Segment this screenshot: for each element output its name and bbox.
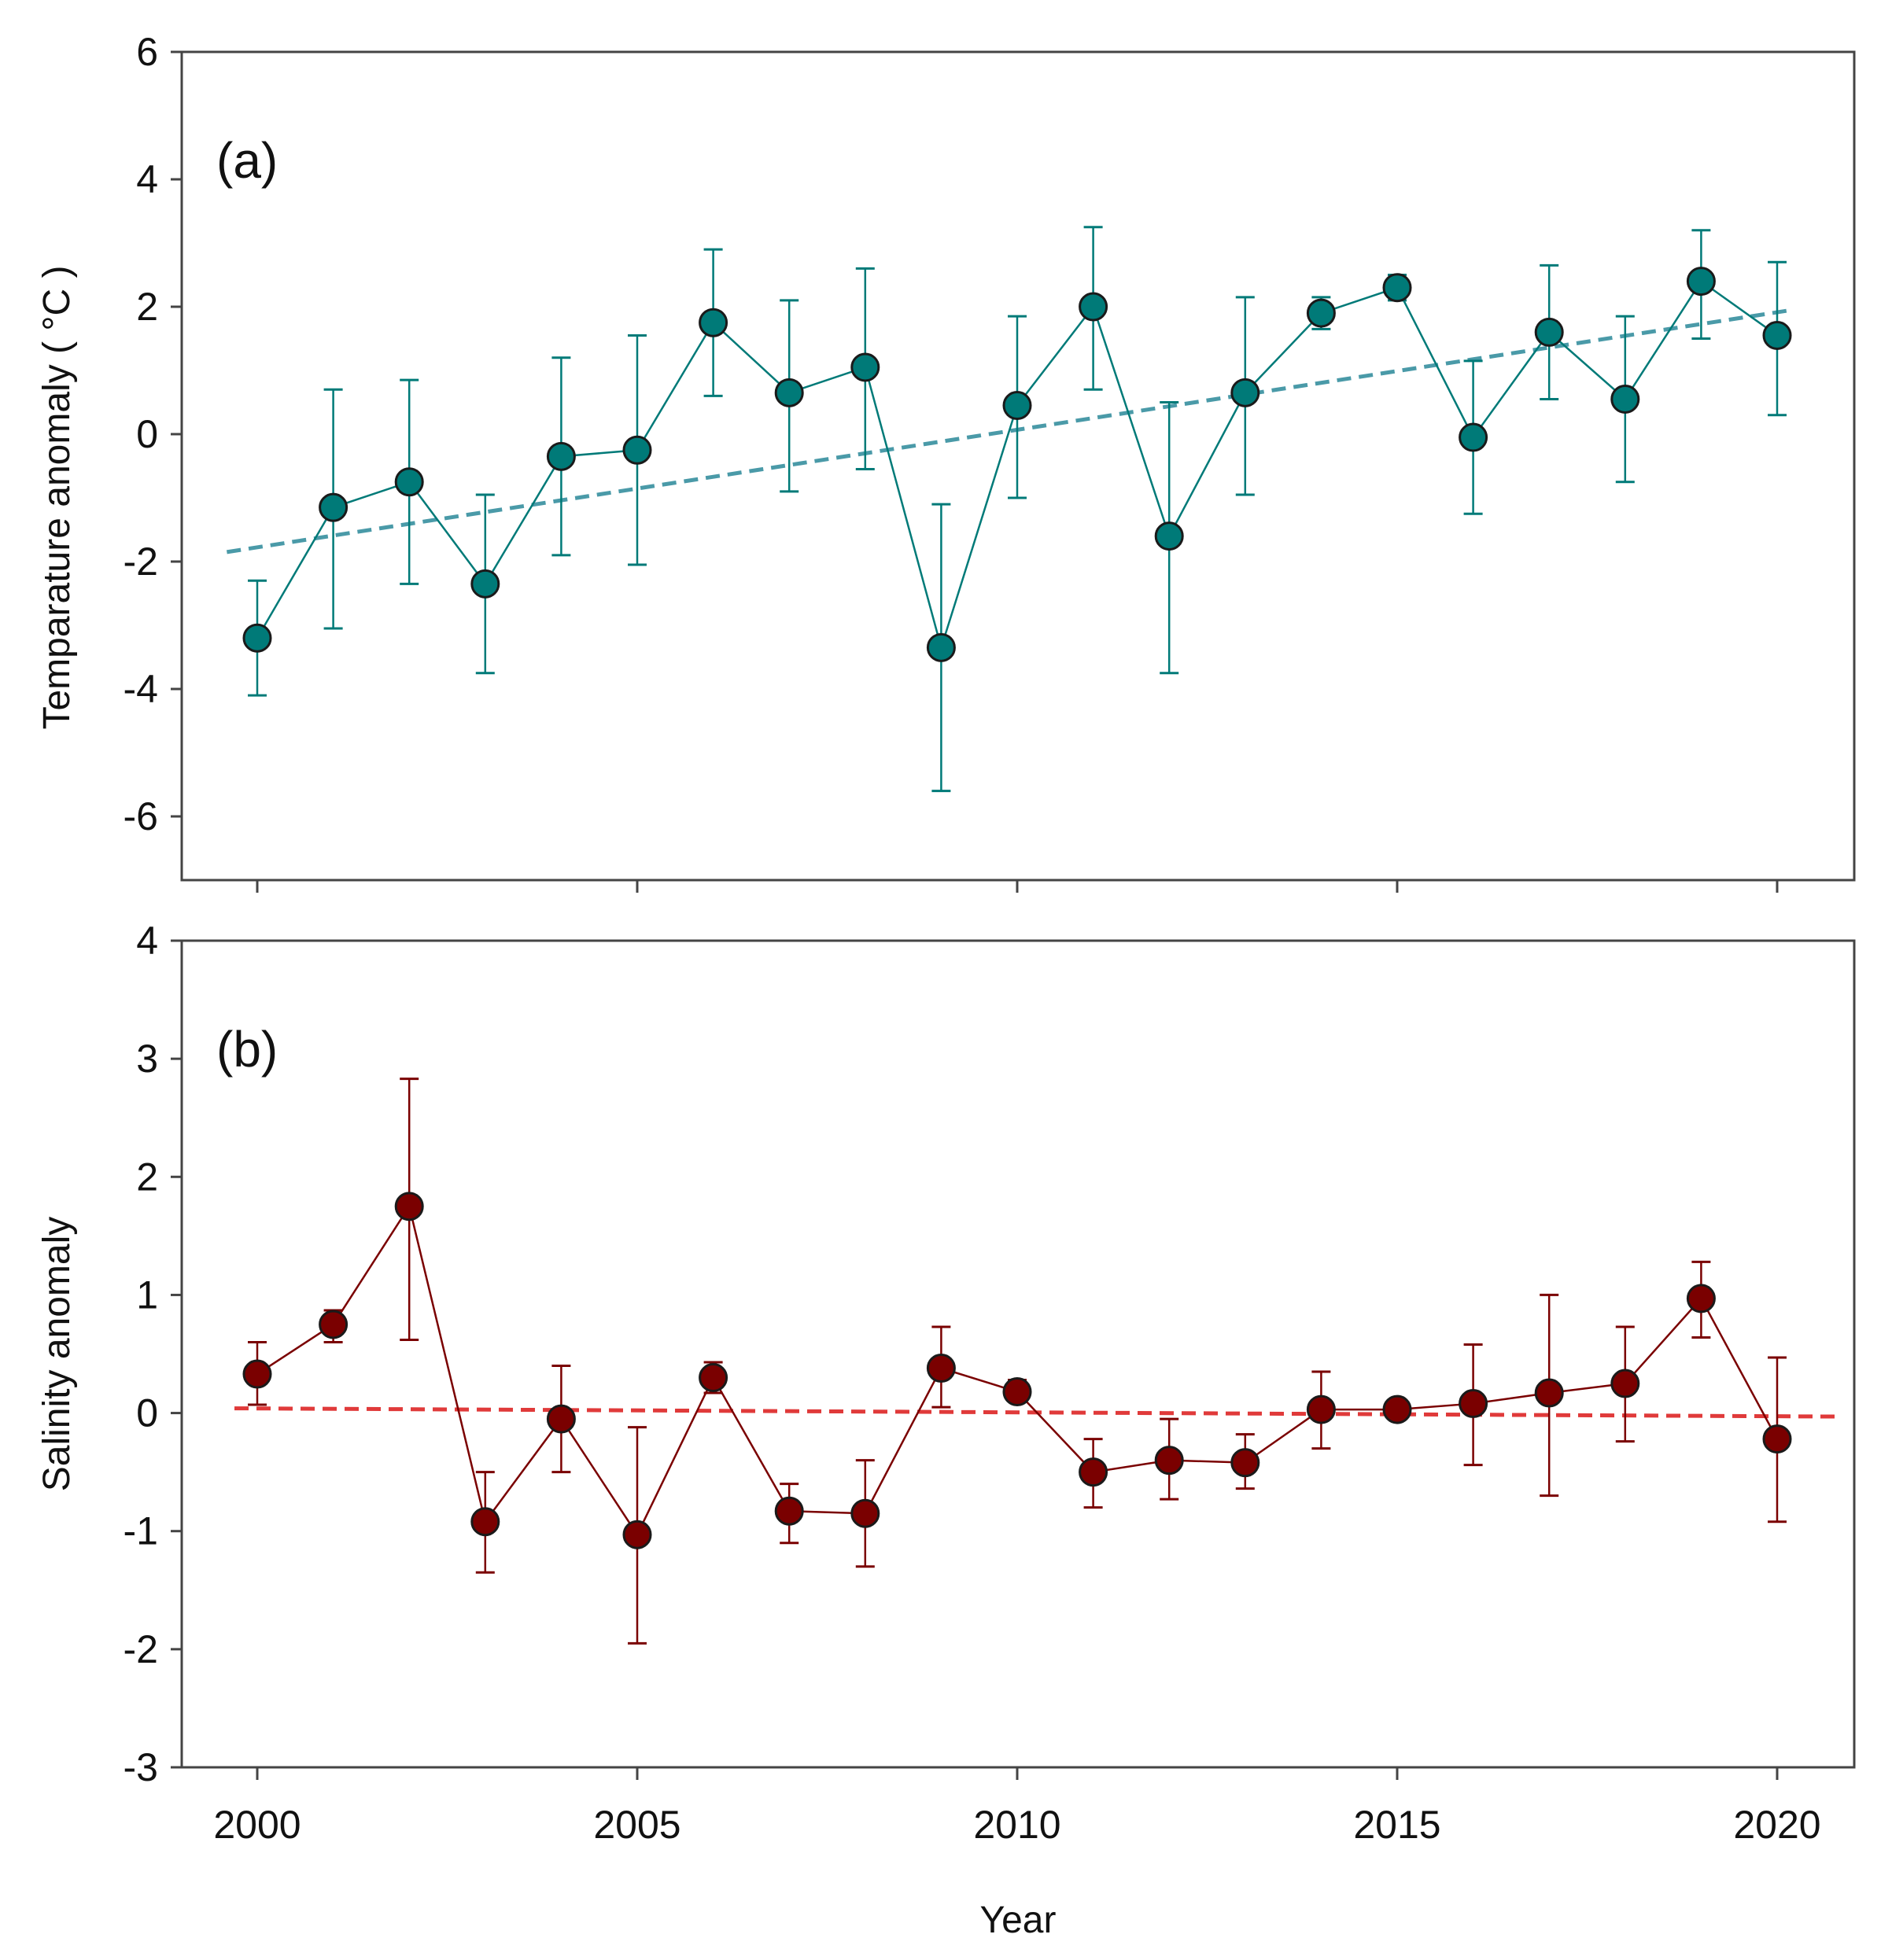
y-tick-label: -4 (124, 667, 158, 711)
x-tick-label: 2005 (593, 1803, 680, 1847)
data-point (1610, 1369, 1640, 1398)
data-point (242, 1359, 272, 1389)
data-point (546, 441, 576, 471)
data-point (1230, 378, 1260, 407)
panel-a: -6 -4 -2 0 2 4 6 Temparature anomaly ( °C ) (a) (36, 30, 1856, 893)
data-point (1154, 1446, 1184, 1476)
data-point (242, 623, 272, 653)
data-point (1686, 267, 1716, 297)
data-point (1230, 1448, 1260, 1478)
x-axis-label: Year (980, 1899, 1057, 1941)
data-point (470, 1507, 500, 1537)
data-point (1534, 317, 1564, 347)
data-point (1002, 1377, 1032, 1407)
data-point (319, 1310, 349, 1339)
y-tick-label: -6 (124, 794, 158, 838)
plot-frame (180, 939, 1856, 1769)
data-point (850, 1498, 880, 1528)
data-point (1762, 1424, 1792, 1454)
data-point (774, 378, 804, 407)
data-point (926, 1354, 956, 1383)
y-tick-label: 1 (136, 1273, 158, 1317)
data-point (774, 1496, 804, 1526)
y-tick-label: -2 (124, 1627, 158, 1671)
y-tick-label: 2 (136, 285, 158, 329)
y-tick-label: 0 (136, 1391, 158, 1435)
data-point (622, 1520, 652, 1549)
y-axis-label: Temparature anomaly ( °C ) (36, 265, 78, 729)
y-tick-label: 3 (136, 1037, 158, 1081)
x-tick-label: 2000 (213, 1803, 301, 1847)
data-point (1382, 273, 1412, 303)
y-tick-label: 2 (136, 1155, 158, 1199)
data-point (1610, 384, 1640, 414)
data-point (1459, 1389, 1488, 1419)
y-tick-label: 4 (136, 919, 158, 963)
x-tick-label: 2020 (1733, 1803, 1820, 1847)
data-point (546, 1404, 576, 1434)
data-point (850, 352, 880, 382)
data-point (1154, 521, 1184, 551)
data-point (622, 435, 652, 465)
data-point (1686, 1284, 1716, 1313)
data-point (470, 569, 500, 599)
data-point (1079, 292, 1108, 322)
panel-label: (b) (216, 1021, 278, 1078)
y-tick-label: -2 (124, 540, 158, 584)
x-tick-label: 2010 (973, 1803, 1060, 1847)
data-point (1534, 1378, 1564, 1408)
data-point (699, 308, 728, 337)
data-point (1079, 1457, 1108, 1487)
y-tick-label: -1 (124, 1509, 158, 1553)
data-point (394, 1192, 424, 1221)
data-point (1382, 1394, 1412, 1424)
panel-label: (a) (216, 132, 278, 189)
data-point (1459, 422, 1488, 452)
data-point (1002, 391, 1032, 421)
data-point (394, 467, 424, 497)
data-point (926, 632, 956, 662)
data-point (1306, 1394, 1336, 1424)
panel-b: -3 -2 -1 0 1 2 3 4 2000 2005 2010 2015 2020 Salinity … (36, 919, 1856, 1941)
data-point (319, 492, 349, 522)
data-point (1762, 320, 1792, 350)
y-axis-label: Salinity anomaly (36, 1217, 78, 1492)
data-point (1306, 298, 1336, 328)
y-tick-label: -3 (124, 1745, 158, 1789)
data-point (699, 1363, 728, 1393)
y-tick-label: 6 (136, 30, 158, 74)
y-tick-label: 0 (136, 412, 158, 456)
y-tick-label: 4 (136, 157, 158, 201)
x-tick-label: 2015 (1353, 1803, 1440, 1847)
